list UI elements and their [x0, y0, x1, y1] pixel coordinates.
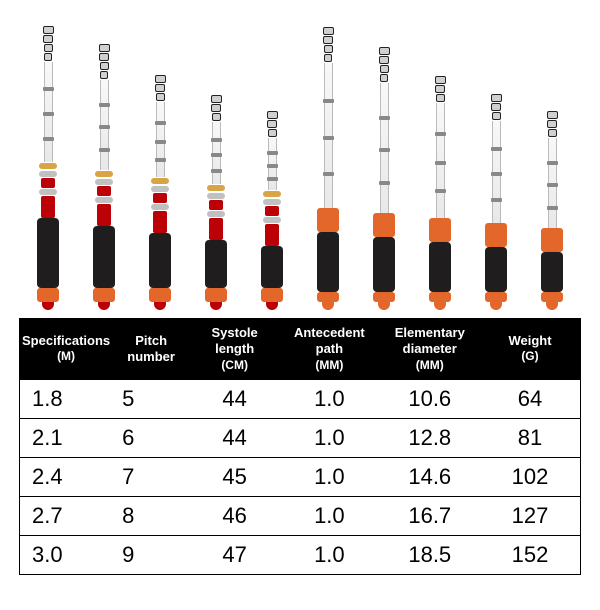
col-unit: (MM) [281, 358, 377, 373]
col-header: Elementary diameter (MM) [380, 319, 480, 379]
cell: 1.0 [279, 535, 379, 574]
cell: 46 [190, 496, 279, 535]
col-unit: (M) [22, 349, 110, 364]
cell: 10.6 [380, 379, 480, 418]
cell: 2.7 [20, 496, 112, 535]
cell: 14.6 [380, 457, 480, 496]
spec-table-body: 1.85441.010.6642.16441.012.8812.47451.01… [20, 379, 580, 574]
cell: 7 [112, 457, 190, 496]
col-header: Weight(G) [480, 319, 580, 379]
cell: 1.0 [279, 496, 379, 535]
col-header: Specifications(M) [20, 319, 112, 379]
spec-table: Specifications(M) Pitch number Systole len… [20, 319, 580, 574]
cell: 64 [480, 379, 580, 418]
table-row: 3.09471.018.5152 [20, 535, 580, 574]
product-rods-image [10, 10, 590, 310]
col-label: Weight [508, 333, 551, 348]
fishing-rod [485, 94, 507, 310]
cell: 127 [480, 496, 580, 535]
col-header: Antecedent path (MM) [279, 319, 379, 379]
fishing-rod [541, 111, 563, 310]
cell: 8 [112, 496, 190, 535]
spec-table-container: Specifications(M) Pitch number Systole len… [19, 318, 581, 575]
col-header: Systole length (CM) [190, 319, 279, 379]
cell: 16.7 [380, 496, 480, 535]
fishing-rod [429, 76, 451, 310]
cell: 2.4 [20, 457, 112, 496]
col-unit: (MM) [382, 358, 478, 373]
cell: 18.5 [380, 535, 480, 574]
cell: 3.0 [20, 535, 112, 574]
fishing-rod [149, 75, 171, 310]
cell: 102 [480, 457, 580, 496]
fishing-rod [205, 95, 227, 310]
table-row: 2.78461.016.7127 [20, 496, 580, 535]
fishing-rod [37, 26, 59, 310]
spec-table-header: Specifications(M) Pitch number Systole len… [20, 319, 580, 379]
cell: 1.0 [279, 457, 379, 496]
cell: 2.1 [20, 418, 112, 457]
cell: 152 [480, 535, 580, 574]
col-label: Systole length [212, 325, 258, 356]
col-label: Antecedent path [294, 325, 365, 356]
cell: 1.0 [279, 418, 379, 457]
fishing-rod [261, 111, 283, 310]
cell: 81 [480, 418, 580, 457]
cell: 47 [190, 535, 279, 574]
fishing-rod [373, 47, 395, 310]
fishing-rod [317, 27, 339, 310]
table-row: 2.47451.014.6102 [20, 457, 580, 496]
cell: 45 [190, 457, 279, 496]
col-label: Pitch number [127, 333, 175, 364]
col-label: Specifications [22, 333, 110, 348]
table-row: 1.85441.010.664 [20, 379, 580, 418]
col-header: Pitch number [112, 319, 190, 379]
cell: 1.0 [279, 379, 379, 418]
cell: 12.8 [380, 418, 480, 457]
cell: 44 [190, 418, 279, 457]
cell: 6 [112, 418, 190, 457]
table-row: 2.16441.012.881 [20, 418, 580, 457]
cell: 9 [112, 535, 190, 574]
col-unit: (G) [482, 349, 578, 364]
fishing-rod [93, 44, 115, 310]
cell: 5 [112, 379, 190, 418]
cell: 44 [190, 379, 279, 418]
col-label: Elementary diameter [395, 325, 465, 356]
cell: 1.8 [20, 379, 112, 418]
col-unit: (CM) [192, 358, 277, 373]
